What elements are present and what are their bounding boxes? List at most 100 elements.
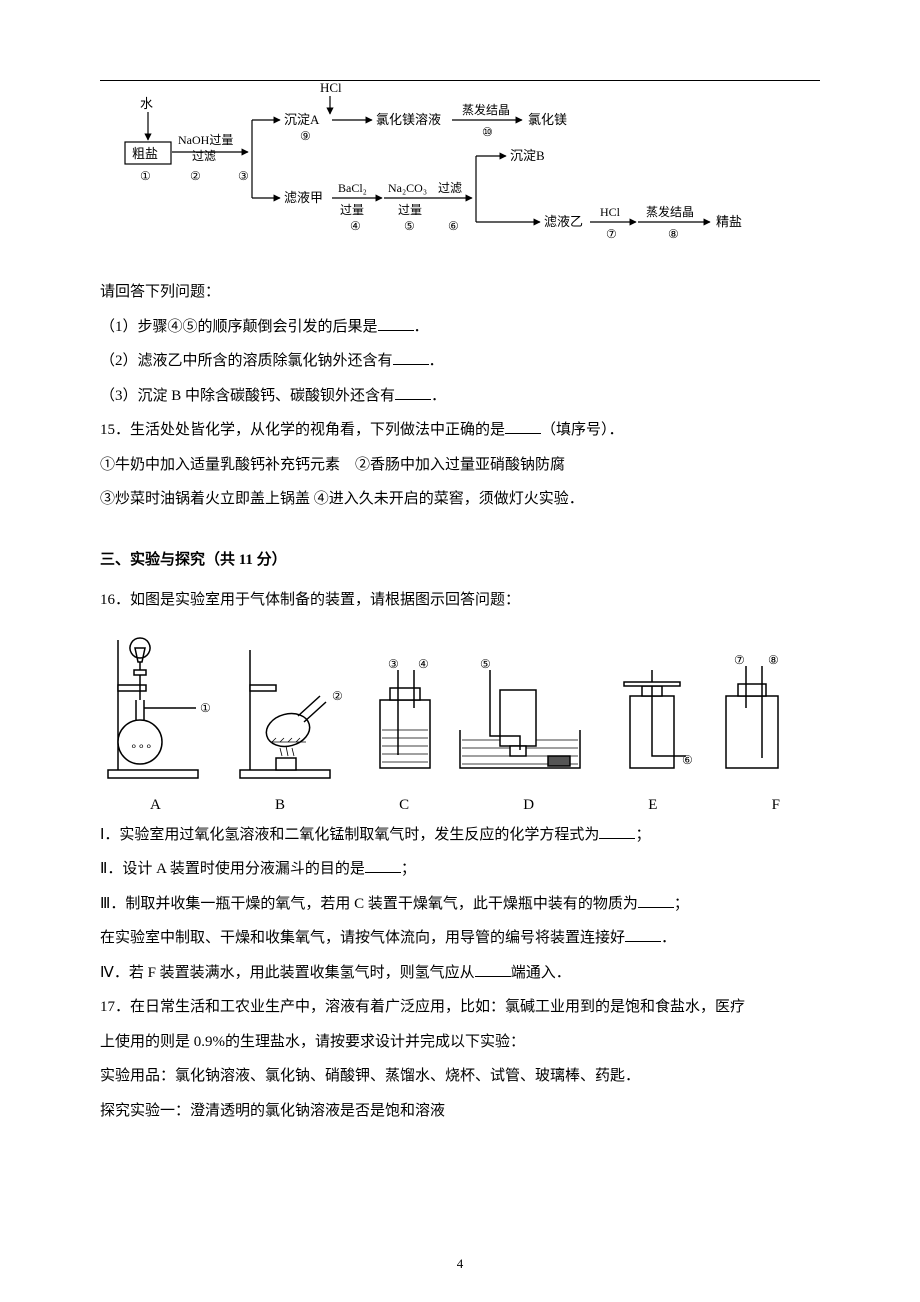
blank — [378, 315, 414, 331]
blank — [638, 892, 674, 908]
node-crude-salt: 粗盐 — [132, 146, 158, 161]
label-e: E — [648, 797, 657, 814]
blank — [365, 857, 401, 873]
step-4: ④ — [350, 219, 361, 233]
node-filtrate-yi: 滤液乙 — [544, 214, 583, 229]
step-5: ⑤ — [404, 219, 415, 233]
q15-lead: 15．生活处处皆化学，从化学的视角看，下列做法中正确的是 （填序号）． — [100, 413, 820, 448]
label-d: D — [523, 797, 534, 814]
period: ． — [429, 353, 444, 369]
apparatus-figure: ∘∘∘ ① ② — [100, 630, 820, 814]
node-water: 水 — [140, 96, 153, 111]
node-hcl-top: HCl — [320, 80, 342, 95]
q17-materials: 实验用品：氯化钠溶液、氯化钠、硝酸钾、蒸馏水、烧杯、试管、玻璃棒、药匙． — [100, 1059, 820, 1094]
tube-7: ⑦ — [734, 653, 745, 667]
period: ． — [431, 388, 446, 404]
node-precip-b: 沉淀B — [510, 148, 545, 163]
q16-iii-b-text: 在实验室中制取、干燥和收集氧气，请按气体流向，用导管的编号将装置连接好 — [100, 930, 625, 946]
period: ． — [661, 930, 676, 946]
tube-8: ⑧ — [768, 653, 779, 667]
tube-6: ⑥ — [682, 753, 693, 767]
apparatus-svg: ∘∘∘ ① ② — [100, 630, 820, 790]
q15-lead-text: 15．生活处处皆化学，从化学的视角看，下列做法中正确的是 — [100, 422, 505, 438]
header-rule — [100, 80, 820, 81]
step-6: ⑥ — [448, 219, 459, 233]
label-filter-1: 过滤 — [192, 149, 216, 163]
tube-3: ③ — [388, 657, 399, 671]
q14-1: （1）步骤④⑤的顺序颠倒会引发的后果是 ． — [100, 310, 820, 345]
section-3-title: 三、实验与探究（共 11 分） — [100, 543, 820, 578]
label-evap-2: 蒸发结晶 — [646, 204, 694, 219]
blank — [505, 418, 541, 434]
apparatus-b: ② — [240, 650, 343, 778]
label-hcl-2: HCl — [600, 205, 621, 219]
q14-3: （3）沉淀 B 中除含碳酸钙、碳酸钡外还含有 ． — [100, 379, 820, 414]
apparatus-a: ∘∘∘ ① — [108, 638, 211, 778]
step-10: ⑩ — [482, 125, 493, 139]
step-7: ⑦ — [606, 227, 617, 241]
label-b: B — [275, 797, 285, 814]
label-filter-2: 过滤 — [438, 181, 462, 195]
page: 水 粗盐 NaOH过量 过滤 ① ② ③ 沉淀A ⑨ HCl 氯化镁溶液 蒸发结… — [0, 0, 920, 1302]
q16-iv-b-text: 端通入． — [511, 965, 571, 981]
tube-1: ① — [200, 701, 211, 715]
q16-iii-a: Ⅲ．制取并收集一瓶干燥的氧气，若用 C 装置干燥氧气，此干燥瓶中装有的物质为 ； — [100, 887, 820, 922]
q14-2-text: （2）滤液乙中所含的溶质除氯化钠外还含有 — [100, 353, 393, 369]
q16-iv-a-text: Ⅳ．若 F 装置装满水，用此装置收集氢气时，则氢气应从 — [100, 965, 475, 981]
blank — [393, 349, 429, 365]
q16-iii-b: 在实验室中制取、干燥和收集氧气，请按气体流向，用导管的编号将装置连接好 ． — [100, 921, 820, 956]
q15-line3: ③炒菜时油锅着火立即盖上锅盖 ④进入久未开启的菜窖，须做灯火实验． — [100, 482, 820, 517]
label-bacl2: BaCl₂ — [338, 181, 367, 195]
blank — [475, 961, 511, 977]
label-c: C — [399, 797, 409, 814]
tube-5: ⑤ — [480, 657, 491, 671]
apparatus-labels-row: A B C D E F — [100, 797, 820, 814]
q14-3-text: （3）沉淀 B 中除含碳酸钙、碳酸钡外还含有 — [100, 388, 395, 404]
step-8: ⑧ — [668, 227, 679, 241]
q14-1-text: （1）步骤④⑤的顺序颠倒会引发的后果是 — [100, 319, 378, 335]
node-mgcl2: 氯化镁 — [528, 112, 567, 127]
label-over-2: 过量 — [398, 203, 422, 217]
q16-ii: Ⅱ．设计 A 装置时使用分液漏斗的目的是 ； — [100, 852, 820, 887]
flowchart: 水 粗盐 NaOH过量 过滤 ① ② ③ 沉淀A ⑨ HCl 氯化镁溶液 蒸发结… — [120, 80, 820, 255]
label-f: F — [772, 797, 780, 814]
q15-tail: （填序号）． — [541, 422, 624, 438]
q16-i: Ⅰ．实验室用过氧化氢溶液和二氧化锰制取氧气时，发生反应的化学方程式为； — [100, 818, 820, 853]
node-mgcl2-sol: 氯化镁溶液 — [376, 112, 441, 127]
step-3: ③ — [238, 169, 249, 183]
q16-i-text: Ⅰ．实验室用过氧化氢溶液和二氧化锰制取氧气时，发生反应的化学方程式为 — [100, 827, 599, 843]
label-over-1: 过量 — [340, 203, 364, 217]
svg-text:∘∘∘: ∘∘∘ — [130, 739, 153, 753]
step-9: ⑨ — [300, 129, 311, 143]
label-a: A — [150, 797, 161, 814]
q16-iv: Ⅳ．若 F 装置装满水，用此装置收集氢气时，则氢气应从 端通入． — [100, 956, 820, 991]
q17-lead-1: 17．在日常生活和工农业生产中，溶液有着广泛应用，比如：氯碱工业用到的是饱和食盐… — [100, 990, 820, 1025]
apparatus-d: ⑤ — [460, 657, 580, 768]
label-na2co3: Na₂CO₃ — [388, 181, 427, 195]
apparatus-f: ⑦ ⑧ — [726, 653, 779, 768]
label-evap-1: 蒸发结晶 — [462, 102, 510, 117]
flowchart-svg: 水 粗盐 NaOH过量 过滤 ① ② ③ 沉淀A ⑨ HCl 氯化镁溶液 蒸发结… — [120, 80, 800, 250]
q15-line2: ①牛奶中加入适量乳酸钙补充钙元素 ②香肠中加入过量亚硝酸钠防腐 — [100, 448, 820, 483]
tube-2: ② — [332, 689, 343, 703]
apparatus-c: ③ ④ — [380, 657, 430, 768]
q16-iii-a-text: Ⅲ．制取并收集一瓶干燥的氧气，若用 C 装置干燥氧气，此干燥瓶中装有的物质为 — [100, 896, 638, 912]
period: ． — [414, 319, 429, 335]
tube-4: ④ — [418, 657, 429, 671]
q16-ii-text: Ⅱ．设计 A 装置时使用分液漏斗的目的是 — [100, 861, 365, 877]
answer-prompt: 请回答下列问题： — [100, 275, 820, 310]
q17-exp1: 探究实验一：澄清透明的氯化钠溶液是否是饱和溶液 — [100, 1094, 820, 1129]
apparatus-e: ⑥ — [624, 670, 693, 768]
node-refined: 精盐 — [716, 214, 742, 229]
blank — [395, 384, 431, 400]
semicolon: ； — [401, 861, 416, 877]
page-number: 4 — [0, 1256, 920, 1272]
step-2: ② — [190, 169, 201, 183]
node-precip-a: 沉淀A — [284, 112, 320, 127]
semicolon: ； — [674, 896, 689, 912]
blank — [625, 926, 661, 942]
blank — [599, 823, 635, 839]
q16-lead: 16．如图是实验室用于气体制备的装置，请根据图示回答问题： — [100, 583, 820, 618]
q14-2: （2）滤液乙中所含的溶质除氯化钠外还含有 ． — [100, 344, 820, 379]
node-filtrate-jia: 滤液甲 — [284, 190, 323, 205]
